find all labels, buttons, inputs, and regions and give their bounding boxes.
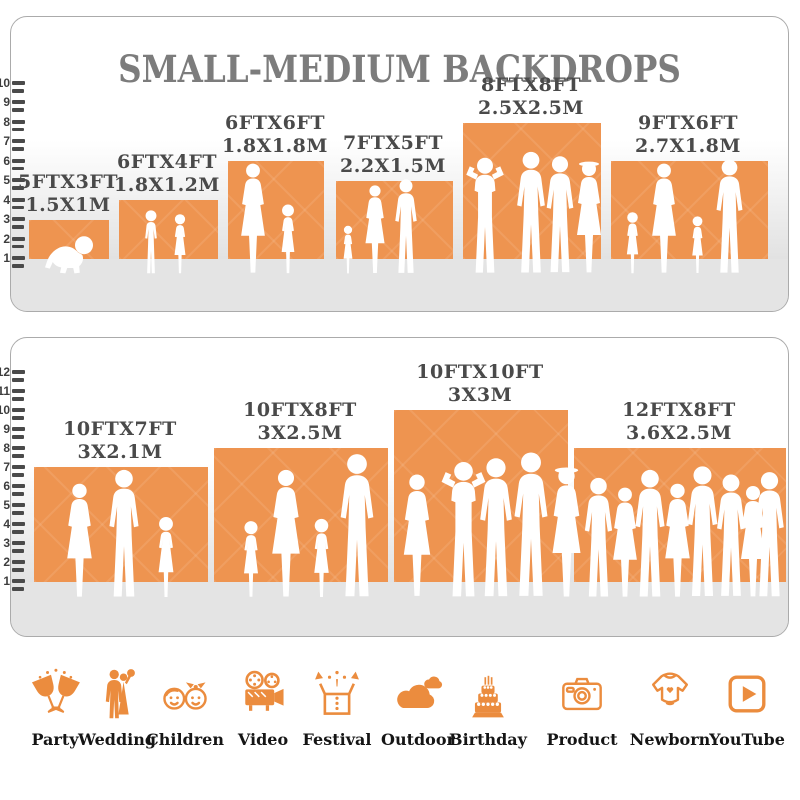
ruler-tick-number: 9 [3, 422, 10, 436]
category-birthday: Birthday [438, 666, 538, 749]
category-label: Festival [302, 730, 372, 749]
ruler-tick-number: 4 [3, 192, 10, 207]
ruler-tick-number: 3 [3, 536, 10, 550]
ruler-tick-number: 2 [3, 231, 10, 246]
backdrop-bar-6ftx6ft [228, 161, 324, 259]
category-label: Outdoor [381, 730, 455, 749]
backdrop-size-label: 6FTX6FT 1.8X1.8M [222, 112, 328, 157]
ruler-tick-number: 6 [3, 153, 10, 168]
panel-small-medium: SMALL-MEDIUM BACKDROPS [10, 16, 789, 312]
backdrop-size-label: 8FTX8FT 2.5X2.5M [478, 74, 584, 119]
category-video: Video [213, 666, 313, 749]
ruler-tick-number: 3 [3, 212, 10, 227]
backdrop-size-label: 12FTX8FT 3.6X2.5M [622, 399, 736, 444]
category-label: Wedding [77, 730, 157, 749]
category-label: Video [237, 730, 289, 749]
backdrop-size-label: 5FTX3FT 1.5X1M [18, 171, 118, 216]
category-label: Party [31, 730, 79, 749]
category-newborn: Newborn [620, 666, 720, 749]
backdrop-size-label: 10FTX10FT 3X3M [416, 361, 544, 406]
ruler-tick-number: 7 [3, 134, 10, 149]
category-party: Party [5, 666, 105, 749]
category-label: Birthday [449, 730, 527, 749]
ruler-tick-number: 8 [3, 441, 10, 455]
category-label: Children [146, 730, 224, 749]
category-product: Product [532, 666, 632, 749]
video-icon [235, 666, 291, 722]
ruler-tick-number: 4 [3, 517, 10, 531]
outdoor-icon [390, 666, 446, 722]
backdrop-size-label: 7FTX5FT 2.2X1.5M [340, 132, 446, 177]
backdrop-size-label: 10FTX7FT 3X2.1M [63, 418, 177, 463]
category-label: Newborn [629, 730, 711, 749]
ruler-tick-number: 1 [3, 574, 10, 588]
ruler-tick-number: 12 [0, 365, 10, 379]
backdrop-bar-6ftx4ft [119, 200, 218, 259]
ruler-tick-number: 9 [3, 95, 10, 110]
wedding-icon [89, 666, 145, 722]
category-wedding: Wedding [67, 666, 167, 749]
birthday-icon [460, 666, 516, 722]
ruler-tick-number: 10 [0, 76, 10, 91]
ruler-tick-number: 6 [3, 479, 10, 493]
category-children: Children [135, 666, 235, 749]
backdrop-size-label: 6FTX4FT 1.8X1.2M [114, 151, 220, 196]
party-icon [27, 666, 83, 722]
category-festival: Festival [287, 666, 387, 749]
festival-icon [309, 666, 365, 722]
page-title: SMALL-MEDIUM BACKDROPS [118, 47, 681, 91]
children-icon [157, 666, 213, 722]
backdrop-bar-9ftx6ft [611, 161, 768, 259]
newborn-icon [642, 666, 698, 722]
ruler-tick-number: 11 [0, 384, 10, 398]
ruler-tick-number: 1 [3, 251, 10, 265]
category-outdoor: Outdoor [368, 666, 468, 749]
ruler-tick-number: 2 [3, 555, 10, 569]
panel-large [10, 337, 789, 637]
backdrop-size-label: 9FTX6FT 2.7X1.8M [635, 112, 741, 157]
ruler-tick-number: 10 [0, 403, 10, 417]
product-icon [554, 666, 610, 722]
backdrop-bar-5ftx3ft [29, 220, 109, 259]
category-label: YouTube [709, 730, 785, 749]
ruler-tick-number: 5 [3, 498, 10, 512]
youtube-icon [719, 666, 775, 722]
backdrop-bar-7ftx5ft [336, 181, 453, 259]
backdrop-size-label: 10FTX8FT 3X2.5M [243, 399, 357, 444]
category-label: Product [546, 730, 618, 749]
category-youtube: YouTube [697, 666, 797, 749]
ruler-tick-number: 7 [3, 460, 10, 474]
people-silhouettes [67, 452, 784, 598]
ruler-tick-number: 8 [3, 114, 10, 129]
ruler-tick-number: 5 [3, 173, 10, 188]
